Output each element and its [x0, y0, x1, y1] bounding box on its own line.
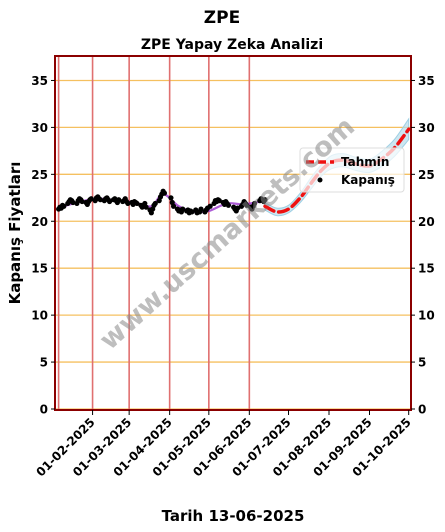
closing-point [152, 200, 158, 207]
closing-point [207, 203, 213, 209]
closing-point [262, 197, 268, 203]
horizontal-gridlines [56, 79, 410, 410]
ytick-label-right-35: 35 [418, 74, 435, 88]
watermark: www.uscmarkets.com [94, 111, 361, 356]
closing-point [134, 200, 140, 207]
ytick-label-right-10: 10 [418, 309, 435, 323]
legend-kapanis-label: Kapanış [341, 173, 395, 187]
legend-box [299, 147, 405, 193]
closing-point [180, 206, 186, 212]
closing-point [143, 204, 149, 210]
ytick-label-left-15: 15 [31, 262, 48, 276]
closing-point [244, 202, 250, 208]
legend: Tahmin Kapanış [299, 147, 405, 193]
closing-point [234, 205, 241, 211]
closing-point [116, 197, 122, 203]
closing-point [251, 200, 258, 207]
closing-point [170, 203, 177, 209]
chart-subtitle: ZPE Yapay Zeka Analizi [141, 37, 323, 53]
chart-title: ZPE [204, 8, 240, 28]
ytick-label-left-5: 5 [40, 356, 48, 370]
closing-points-layer [56, 188, 268, 216]
ytick-label-right-0: 0 [418, 403, 426, 417]
closing-point [225, 202, 232, 208]
y-axis-left: 0 5 10 15 20 25 30 35 [31, 74, 55, 417]
ytick-label-left-25: 25 [31, 168, 48, 182]
legend-tahmin-label: Tahmin [341, 155, 389, 169]
closing-point [79, 198, 85, 205]
closing-point [161, 190, 168, 196]
ytick-label-right-25: 25 [418, 168, 435, 182]
ytick-label-left-0: 0 [40, 403, 48, 417]
y-axis-label: Kapanış Fiyatları [6, 162, 24, 305]
closing-point [125, 200, 131, 207]
closing-point [168, 195, 174, 201]
x-axis-label: Tarih 13-06-2025 [162, 507, 305, 525]
y-axis-right: 0 5 10 15 20 25 30 35 [411, 74, 435, 417]
closing-point [88, 196, 94, 202]
x-axis: 01-02-202501-03-202501-04-202501-05-2025… [34, 410, 414, 479]
ytick-label-left-30: 30 [31, 121, 48, 135]
ytick-label-left-35: 35 [31, 74, 48, 88]
closing-point [97, 197, 104, 203]
ytick-label-right-30: 30 [418, 121, 435, 135]
closing-point [70, 199, 76, 206]
closing-point [189, 209, 195, 215]
ytick-label-right-5: 5 [418, 356, 426, 370]
closing-point [106, 198, 113, 205]
legend-kapanis-swatch [317, 177, 323, 183]
closing-point [198, 206, 204, 212]
closing-point [61, 203, 67, 209]
ytick-label-right-15: 15 [418, 262, 435, 276]
plot-frame [54, 55, 412, 411]
closing-point [216, 198, 222, 204]
ytick-label-left-10: 10 [31, 309, 48, 323]
vertical-markers [57, 57, 251, 409]
ytick-label-left-20: 20 [31, 215, 48, 229]
ytick-label-right-20: 20 [418, 215, 435, 229]
